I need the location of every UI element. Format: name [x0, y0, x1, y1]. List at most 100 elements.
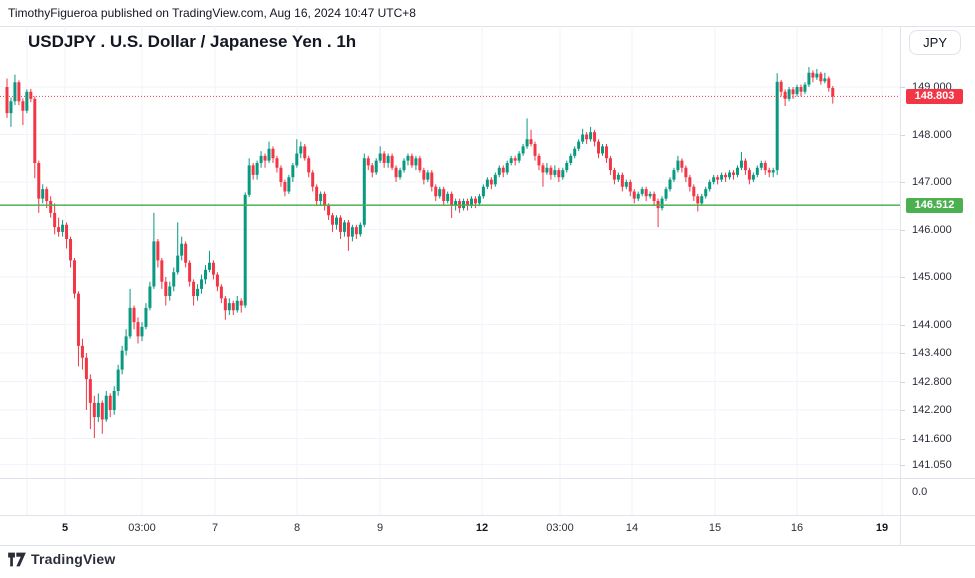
candle-body — [612, 170, 616, 180]
candle-body — [88, 379, 92, 403]
candle-body — [775, 81, 779, 171]
candle-body — [132, 307, 136, 323]
candle-body — [219, 286, 223, 299]
candle-body — [255, 163, 259, 175]
candle-body — [505, 163, 509, 173]
candle-body — [53, 212, 57, 228]
candle-body — [291, 165, 295, 178]
candle-body — [279, 167, 283, 182]
candle-body — [45, 189, 49, 201]
candle-body — [275, 158, 279, 168]
candle-body — [819, 73, 823, 82]
candle-body — [148, 286, 152, 308]
candle-body — [41, 189, 45, 199]
candle-body — [795, 87, 799, 95]
candle-body — [446, 193, 450, 201]
candle-body — [84, 357, 88, 380]
candle-body — [589, 132, 593, 140]
candle-body — [724, 174, 728, 178]
time-axis-label: 03:00 — [128, 522, 156, 534]
candle-body — [469, 198, 473, 206]
candle-body — [287, 177, 291, 192]
candle-body — [65, 224, 69, 239]
candle-body — [787, 89, 791, 99]
candle-body — [223, 298, 227, 311]
candle-body — [616, 174, 620, 180]
candle-body — [338, 217, 342, 232]
price-axis-separator — [900, 26, 901, 545]
candle-body — [640, 189, 644, 194]
candle-body — [660, 198, 664, 209]
time-axis-label: 14 — [625, 522, 639, 534]
candle-body — [561, 170, 565, 178]
candle-body — [450, 193, 454, 206]
candle-body — [477, 196, 481, 204]
candle-body — [29, 91, 33, 99]
candle-body — [378, 153, 382, 161]
attribution-text: TimothyFigueroa published on TradingView… — [8, 6, 416, 20]
candle-body — [299, 146, 303, 154]
candle-body — [259, 155, 263, 163]
candle-body — [410, 155, 414, 166]
price-axis-tick — [900, 464, 905, 466]
candle-body — [652, 193, 656, 201]
price-axis-tick — [900, 410, 905, 411]
candle-body — [648, 193, 652, 197]
candle-body — [692, 186, 696, 197]
candle-body — [751, 174, 755, 180]
candle-body — [25, 91, 29, 111]
candle-body — [557, 170, 561, 178]
candle-body — [418, 158, 422, 171]
candle-body — [541, 165, 545, 173]
candle-body — [668, 179, 672, 190]
candle-body — [315, 186, 319, 201]
time-axis-label: 16 — [790, 522, 804, 534]
candle-body — [473, 198, 477, 204]
candle-body — [180, 243, 184, 256]
candle-body — [704, 189, 708, 197]
candle-body — [69, 239, 73, 261]
candle-body — [624, 182, 628, 187]
currency-button[interactable]: JPY — [909, 30, 961, 55]
candle-body — [585, 134, 589, 140]
candle-body — [295, 153, 299, 166]
candle-body — [454, 201, 458, 206]
candle-body — [200, 279, 204, 289]
candle-body — [192, 281, 196, 296]
candle-body — [755, 167, 759, 175]
candle-body — [204, 269, 207, 280]
candlestick-plot-area[interactable] — [0, 26, 900, 545]
candle-body — [243, 194, 247, 306]
candle-body — [5, 87, 9, 114]
candle-body — [370, 165, 374, 173]
candle-body — [176, 255, 180, 273]
candle-body — [354, 227, 358, 235]
candle-body — [49, 201, 53, 213]
candle-body — [366, 158, 370, 166]
candle-body — [632, 191, 636, 199]
candle-body — [120, 350, 124, 370]
candle-body — [791, 89, 795, 95]
tradingview-logo[interactable]: TradingView — [8, 551, 115, 567]
price-axis-tick — [900, 277, 905, 278]
candle-body — [684, 167, 688, 178]
candle-body — [319, 193, 323, 201]
candle-body — [108, 395, 112, 410]
price-axis-tick — [900, 229, 905, 231]
candle-body — [390, 155, 394, 168]
candle-body — [708, 182, 712, 190]
candle-body — [593, 132, 597, 142]
candle-body — [569, 155, 573, 163]
candle-body — [406, 155, 410, 161]
candle-body — [497, 167, 501, 175]
price-axis-label: 143.400 — [912, 347, 952, 359]
candle-body — [37, 163, 41, 199]
candle-body — [21, 101, 25, 111]
candle-body — [763, 163, 767, 171]
time-axis-label: 12 — [475, 522, 489, 534]
candle-body — [620, 174, 624, 187]
candle-body — [529, 139, 533, 144]
candle-body — [164, 281, 168, 296]
candle-body — [17, 82, 21, 102]
